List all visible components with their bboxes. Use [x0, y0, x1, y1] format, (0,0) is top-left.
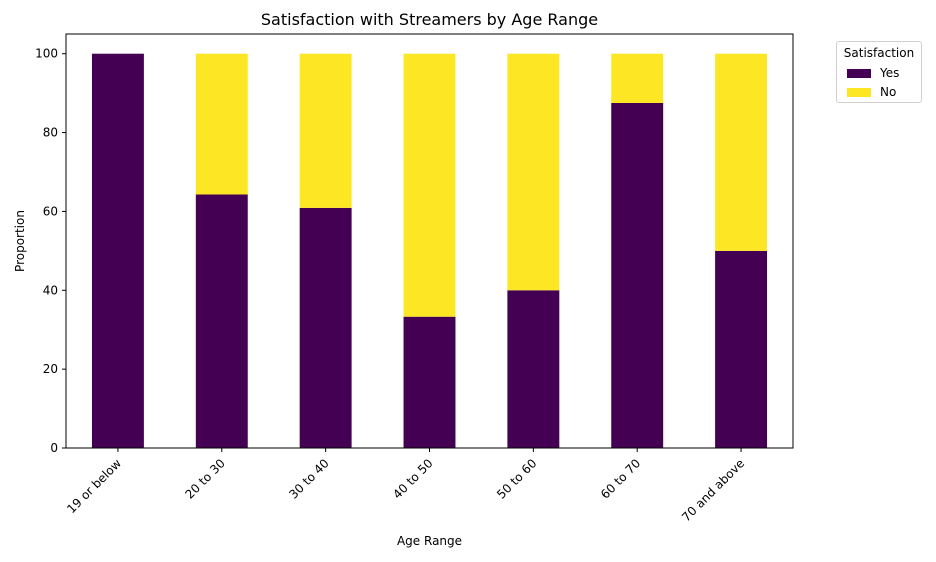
- bar-yes-2: [299, 207, 352, 448]
- plot-frame: [65, 33, 794, 449]
- bar-yes-4: [507, 290, 560, 448]
- x-axis: 19 or below 20 to 30 30 to 40 40 to 50 50 to…: [64, 448, 747, 524]
- bar-no-2: [299, 53, 352, 208]
- y-tick-label-0: 0: [50, 441, 58, 455]
- legend-item-no: No: [847, 85, 896, 99]
- legend-label-yes: Yes: [880, 66, 900, 80]
- x-axis-label: Age Range: [397, 534, 462, 548]
- bar-no-4: [507, 53, 560, 291]
- legend-title: Satisfaction: [843, 46, 915, 60]
- y-tick-label-60: 60: [43, 204, 58, 218]
- bar-yes-1: [195, 194, 248, 448]
- y-axis-label: Proportion: [13, 210, 27, 272]
- x-tick-label-3: 40 to 50: [390, 456, 435, 501]
- bars-group: [91, 53, 768, 448]
- x-tick-label-1: 20 to 30: [182, 456, 227, 501]
- y-tick-label-100: 100: [35, 47, 58, 61]
- legend-swatch-no: [847, 87, 871, 97]
- legend-swatch-yes: [847, 68, 871, 78]
- bar-no-3: [403, 53, 456, 317]
- bar-no-6: [715, 53, 768, 251]
- y-axis: 0 20 40 60 80 100: [35, 47, 66, 455]
- x-tick-label-5: 60 to 70: [598, 456, 643, 501]
- bar-yes-3: [403, 316, 456, 448]
- bar-yes-0: [91, 53, 144, 448]
- legend: Satisfaction Yes No: [836, 41, 922, 103]
- x-tick-label-2: 30 to 40: [286, 456, 331, 501]
- legend-label-no: No: [880, 85, 897, 99]
- chart-title: Satisfaction with Streamers by Age Range: [260, 10, 599, 29]
- bar-yes-6: [715, 250, 768, 448]
- y-tick-label-20: 20: [43, 362, 58, 376]
- x-tick-label-6: 70 and above: [679, 456, 747, 524]
- bar-yes-5: [611, 103, 664, 448]
- bar-no-1: [195, 53, 248, 195]
- x-tick-label-0: 19 or below: [64, 456, 124, 516]
- legend-item-yes: Yes: [847, 66, 899, 80]
- y-tick-label-40: 40: [43, 283, 58, 297]
- y-tick-label-80: 80: [43, 126, 58, 140]
- x-tick-label-4: 50 to 60: [494, 456, 539, 501]
- bar-no-5: [611, 53, 664, 103]
